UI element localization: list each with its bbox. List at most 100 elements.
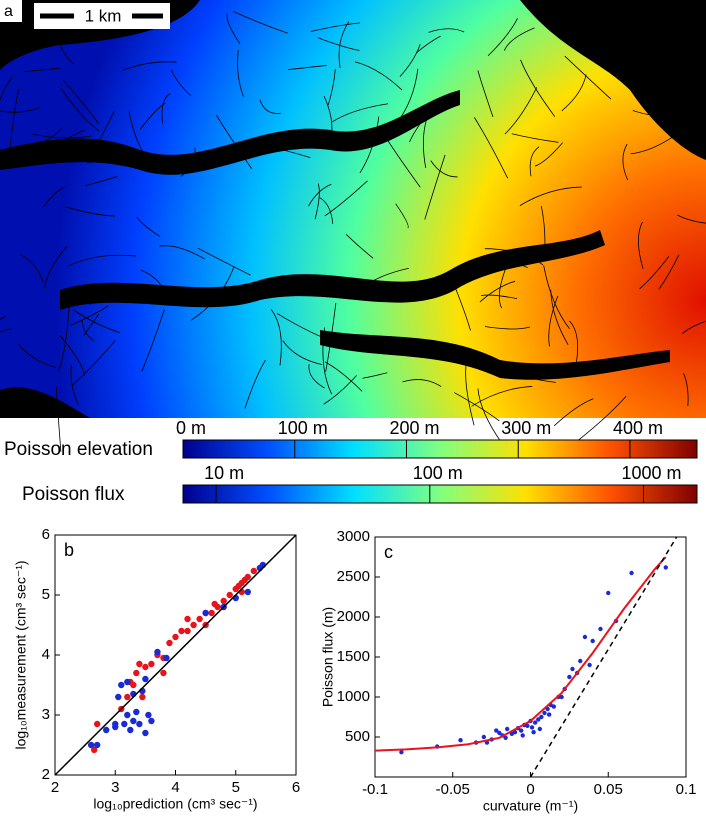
colorbar-tick-label: 0 m bbox=[176, 418, 206, 438]
point bbox=[121, 721, 127, 727]
point bbox=[399, 750, 403, 754]
point bbox=[178, 628, 184, 634]
point bbox=[629, 571, 633, 575]
point bbox=[494, 728, 498, 732]
point bbox=[112, 724, 118, 730]
point bbox=[142, 664, 148, 670]
scale-bar-label: 1 km bbox=[85, 6, 122, 25]
panel-label: c bbox=[384, 542, 393, 562]
point bbox=[227, 592, 233, 598]
y-axis-label: Poisson flux (m) bbox=[320, 607, 336, 707]
y-tick-label: 3 bbox=[42, 706, 50, 723]
point bbox=[552, 704, 556, 708]
x-tick-label: 4 bbox=[171, 779, 179, 796]
point bbox=[148, 718, 154, 724]
point bbox=[458, 738, 462, 742]
point bbox=[115, 694, 121, 700]
point bbox=[133, 709, 139, 715]
point bbox=[221, 598, 227, 604]
x-tick-label: 0.1 bbox=[676, 781, 697, 798]
point bbox=[88, 742, 94, 748]
colorbar-title: Poisson elevation bbox=[4, 439, 153, 460]
point bbox=[547, 712, 551, 716]
point bbox=[482, 735, 486, 739]
point bbox=[245, 589, 251, 595]
point bbox=[184, 628, 190, 634]
point bbox=[202, 610, 208, 616]
colorbar-title: Poisson flux bbox=[22, 484, 125, 505]
point bbox=[606, 591, 610, 595]
x-tick-label: 5 bbox=[232, 779, 240, 796]
point bbox=[154, 649, 160, 655]
x-tick-label: 2 bbox=[51, 779, 59, 796]
point bbox=[251, 568, 257, 574]
x-tick-label: 0 bbox=[526, 781, 534, 798]
point bbox=[531, 730, 535, 734]
plot-area bbox=[375, 537, 686, 777]
point bbox=[136, 661, 142, 667]
point bbox=[142, 676, 148, 682]
y-tick-label: 5 bbox=[42, 586, 50, 603]
point bbox=[538, 727, 542, 731]
point bbox=[539, 715, 543, 719]
point bbox=[196, 616, 202, 622]
point bbox=[505, 727, 509, 731]
point bbox=[583, 635, 587, 639]
point bbox=[208, 610, 214, 616]
point bbox=[139, 694, 145, 700]
y-tick-label: 2 bbox=[42, 766, 50, 783]
y-tick-label: 2000 bbox=[337, 608, 370, 625]
point bbox=[94, 742, 100, 748]
point bbox=[133, 670, 139, 676]
colorbar-tick-label: 200 m bbox=[389, 418, 439, 438]
point bbox=[184, 616, 190, 622]
x-axis-label: log₁₀prediction (cm³ sec⁻¹) bbox=[93, 796, 257, 812]
x-tick-label: -0.05 bbox=[436, 781, 470, 798]
colorbar-tick-label: 100 m bbox=[278, 418, 328, 438]
y-tick-label: 2500 bbox=[337, 568, 370, 585]
y-tick-label: 3000 bbox=[337, 528, 370, 545]
colorbar-tick-label: 10 m bbox=[204, 463, 244, 483]
y-tick-label: 1000 bbox=[337, 688, 370, 705]
panel-label: b bbox=[64, 540, 74, 560]
point bbox=[94, 721, 100, 727]
x-tick-label: 0.05 bbox=[594, 781, 623, 798]
colorbar bbox=[183, 485, 697, 503]
colorbar bbox=[183, 440, 697, 458]
point bbox=[530, 725, 534, 729]
point bbox=[160, 670, 166, 676]
point bbox=[163, 655, 169, 661]
point bbox=[118, 682, 124, 688]
colorbar-tick-label: 100 m bbox=[413, 463, 463, 483]
point bbox=[130, 718, 136, 724]
point bbox=[245, 574, 251, 580]
colorbar-tick-label: 1000 m bbox=[621, 463, 681, 483]
point bbox=[591, 639, 595, 643]
point bbox=[136, 721, 142, 727]
point bbox=[166, 640, 172, 646]
point bbox=[578, 659, 582, 663]
point bbox=[519, 728, 523, 732]
point bbox=[211, 601, 217, 607]
point bbox=[587, 663, 591, 667]
x-axis-label: curvature (m⁻¹) bbox=[483, 798, 578, 814]
point bbox=[124, 712, 130, 718]
point bbox=[570, 667, 574, 671]
map-panel: a 1 km bbox=[0, 0, 706, 452]
point bbox=[148, 661, 154, 667]
point bbox=[542, 711, 546, 715]
point bbox=[124, 679, 130, 685]
y-tick-label: 1500 bbox=[337, 648, 370, 665]
point bbox=[598, 627, 602, 631]
x-tick-label: -0.1 bbox=[362, 781, 388, 798]
point bbox=[521, 733, 525, 737]
point bbox=[567, 675, 571, 679]
point bbox=[124, 694, 130, 700]
point bbox=[127, 727, 133, 733]
y-tick-label: 500 bbox=[345, 728, 370, 745]
point bbox=[664, 565, 668, 569]
point bbox=[103, 727, 109, 733]
